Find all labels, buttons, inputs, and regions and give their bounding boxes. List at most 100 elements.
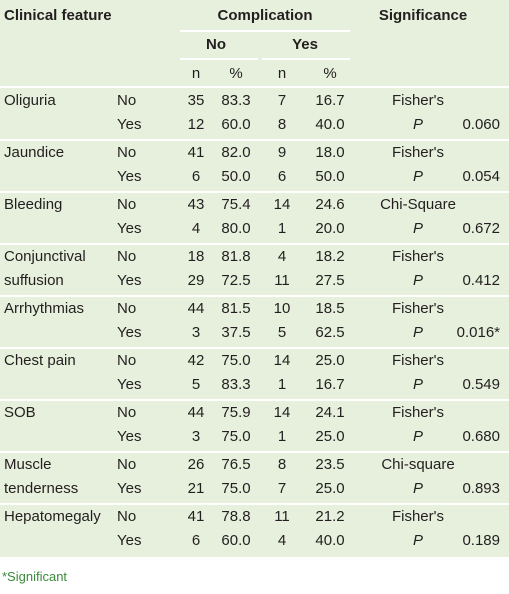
cell: 75.0 [221, 428, 251, 445]
cell: 25.0 [315, 428, 345, 445]
test: P [412, 272, 423, 289]
cell: 18.5 [315, 300, 345, 317]
group: Yes [117, 532, 142, 549]
header-cell: n [277, 65, 287, 82]
cell: 16.7 [315, 92, 345, 109]
table: Clinical feature Complication Significance… [0, 0, 509, 557]
feature: Muscle tenderness [4, 456, 79, 497]
p-value: 0.680 [462, 428, 500, 445]
feature: Conjunctival suffusion [4, 248, 86, 289]
cell: 43 [187, 196, 205, 213]
feature: Bleeding [4, 196, 63, 213]
feature: SOB [4, 404, 36, 421]
group: Yes [117, 428, 142, 445]
test: P [412, 480, 423, 497]
cell: 11 [274, 508, 290, 525]
test: Fisher's [391, 248, 445, 265]
footnote: *Significant [2, 569, 68, 584]
feature: Chest pain [4, 352, 76, 369]
cell: 24.1 [315, 404, 345, 421]
cell: 27.5 [315, 272, 345, 289]
cell: 23.5 [315, 456, 345, 473]
cell: 3 [191, 324, 201, 341]
cell: 35 [187, 92, 205, 109]
cell: 26 [187, 456, 205, 473]
cell: 11 [274, 272, 290, 289]
p-value: 0.893 [462, 480, 500, 497]
test: Fisher's [391, 508, 445, 525]
cell: 75.0 [221, 480, 251, 497]
cell: 18 [187, 248, 205, 265]
cell: 18.0 [315, 144, 345, 161]
group: Yes [117, 376, 142, 393]
cell: 72.5 [221, 272, 251, 289]
cell: 44 [187, 404, 205, 421]
cell: 41 [187, 508, 205, 525]
test: Chi-square [381, 456, 455, 473]
cell: 12 [187, 116, 205, 133]
cell: 42 [187, 352, 205, 369]
group: No [117, 456, 137, 473]
group: No [117, 144, 137, 161]
test: P [412, 428, 423, 445]
test: Fisher's [391, 404, 445, 421]
cell: 5 [191, 376, 201, 393]
cell: 75.9 [221, 404, 251, 421]
feature: Arrhythmias [4, 300, 85, 317]
group: Yes [117, 324, 142, 341]
header-cell: No [206, 36, 226, 53]
header-cell: % [323, 65, 337, 82]
cell: 50.0 [221, 168, 251, 185]
cell: 18.2 [315, 248, 345, 265]
cell: 7 [277, 480, 287, 497]
cell: 6 [277, 168, 287, 185]
cell: 14 [273, 404, 291, 421]
test: P [412, 168, 423, 185]
cell: 8 [277, 116, 287, 133]
group: No [117, 92, 137, 109]
cell: 4 [191, 220, 201, 237]
cell: 20.0 [315, 220, 345, 237]
cell: 76.5 [221, 456, 251, 473]
p-value: 0.412 [462, 272, 500, 289]
cell: 14 [273, 196, 291, 213]
p-value: 0.016* [456, 324, 500, 341]
test: P [412, 324, 423, 341]
p-value: 0.189 [462, 532, 500, 549]
rule [0, 86, 509, 88]
header-cell: Significance [378, 7, 468, 24]
cell: 24.6 [315, 196, 345, 213]
test: P [412, 376, 423, 393]
cell: 80.0 [221, 220, 251, 237]
feature: Oliguria [4, 92, 56, 109]
p-value: 0.060 [462, 116, 500, 133]
group: No [117, 196, 137, 213]
rule [180, 58, 258, 60]
cell: 9 [277, 144, 287, 161]
group: Yes [117, 168, 142, 185]
cell: 29 [187, 272, 205, 289]
rule [0, 399, 509, 401]
group: No [117, 352, 137, 369]
rule [0, 191, 509, 193]
test: Fisher's [391, 92, 445, 109]
group: No [117, 404, 137, 421]
rule [180, 30, 350, 32]
test: P [412, 220, 423, 237]
cell: 78.8 [221, 508, 251, 525]
header-cell: Clinical feature [4, 7, 112, 24]
p-value: 0.054 [462, 168, 500, 185]
cell: 82.0 [221, 144, 251, 161]
test: Fisher's [391, 300, 445, 317]
cell: 60.0 [221, 532, 251, 549]
cell: 14 [273, 352, 291, 369]
rule [0, 139, 509, 141]
cell: 6 [191, 168, 201, 185]
header-cell: n [191, 65, 201, 82]
rule [262, 58, 350, 60]
p-value: 0.672 [462, 220, 500, 237]
rule [0, 295, 509, 297]
group: No [117, 248, 137, 265]
group: Yes [117, 272, 142, 289]
